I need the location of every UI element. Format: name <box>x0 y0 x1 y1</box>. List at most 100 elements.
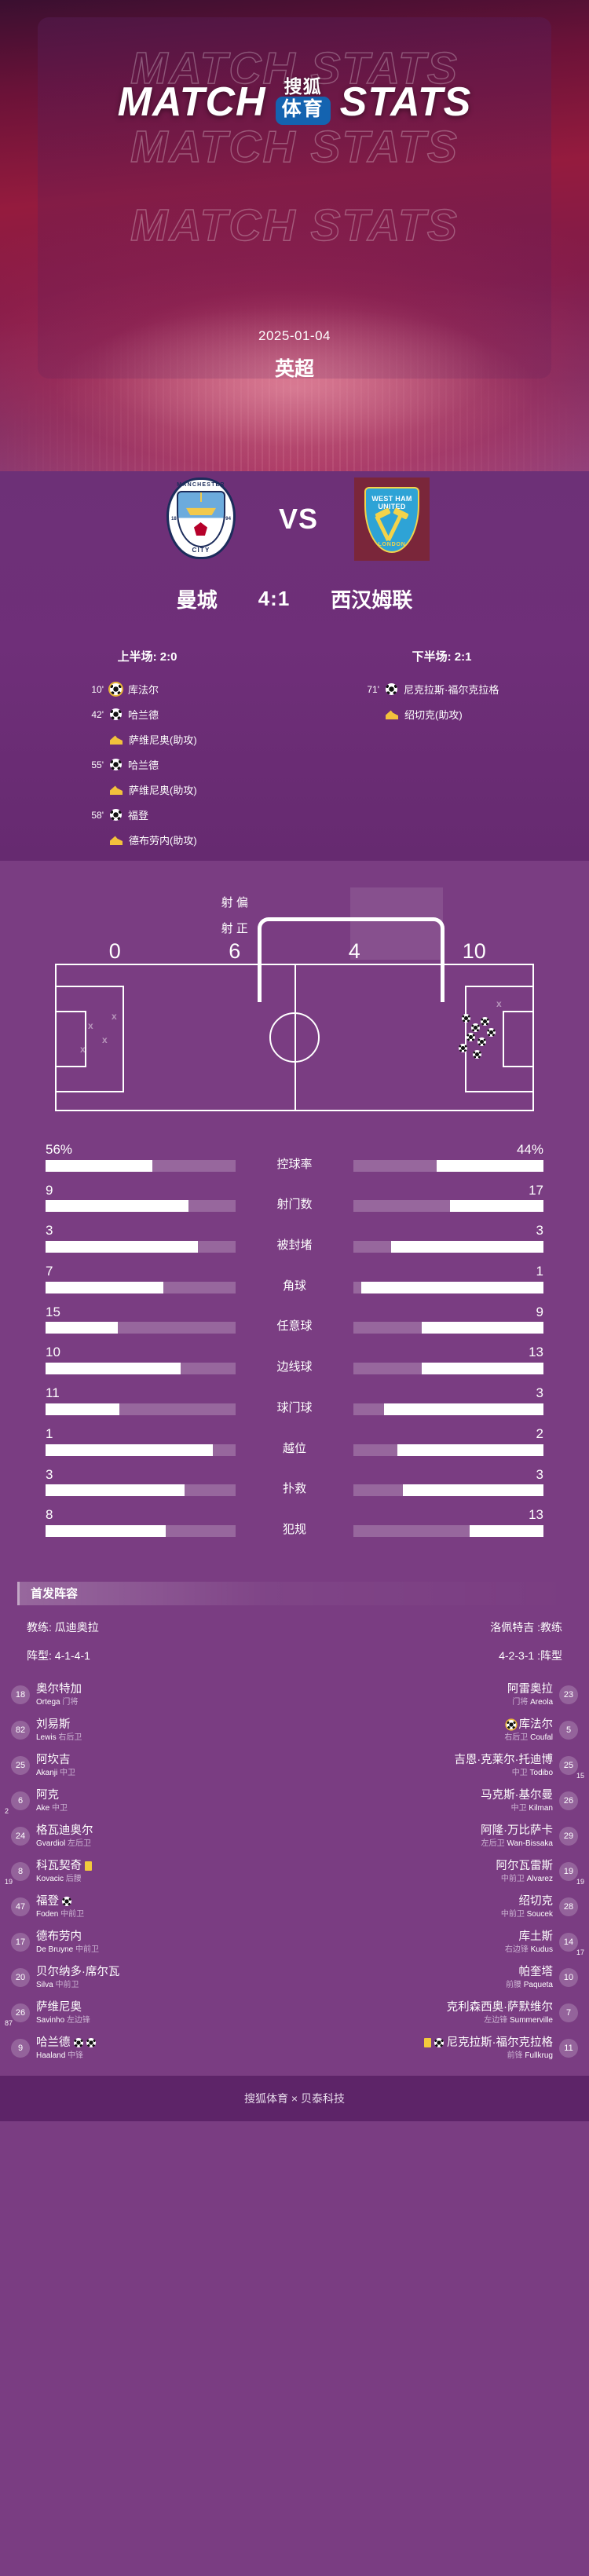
away-player-cell[interactable]: 库土斯 右边锋 Kudus 14 17 <box>294 1930 584 1956</box>
player-name-text: 吉恩·克莱尔·托迪博 <box>454 1754 553 1767</box>
home-player-cell[interactable]: 6 阿克 Ake 中卫 2 <box>5 1789 294 1815</box>
stat-away-track <box>353 1403 543 1415</box>
player-name-en: Savinho <box>36 2015 65 2025</box>
stat-away-track <box>353 1363 543 1375</box>
player-name-en: Wan-Bissaka <box>507 1839 553 1848</box>
footer-text: 搜狐体育 × 贝泰科技 <box>244 2091 345 2105</box>
stat-away-value: 44% <box>516 1142 543 1157</box>
player-name-en: De Bruyne <box>36 1945 74 1954</box>
away-player-cell[interactable]: 阿隆·万比萨卡 左后卫 Wan-Bissaka 29 <box>294 1824 578 1849</box>
player-name-text: 库土斯 <box>518 1930 554 1944</box>
home-player-cell[interactable]: 82 刘易斯 Lewis 右后卫 <box>11 1718 294 1743</box>
home-player-cell[interactable]: 25 阿坎吉 Akanji 中卫 <box>11 1754 294 1778</box>
substitution-number: 19 <box>576 1877 584 1886</box>
player-info: 马克斯·基尔曼 中卫 Kilman <box>481 1789 553 1813</box>
sohu-logo-box-text: 体育 <box>275 97 331 125</box>
home-formation: 阵型: 4-1-4-1 <box>27 1648 90 1662</box>
home-player-cell[interactable]: 47 福登 Foden 中前卫 <box>11 1895 294 1919</box>
lineup-row: 47 福登 Foden 中前卫 绍切克 中前卫 Soucek 28 <box>11 1890 578 1925</box>
stat-away-fill <box>450 1200 543 1213</box>
player-name-cn: 格瓦迪奥尔 <box>36 1824 93 1838</box>
goal-event: 58' 福登 <box>85 807 294 822</box>
stat-away-value: 17 <box>529 1182 543 1198</box>
shots-section: 射 偏 射 正 0 6 4 10 x <box>0 861 589 1111</box>
home-player-cell[interactable]: 26 萨维尼奥 Savinho 左边锋 87 <box>5 2001 294 2027</box>
home-team-name: 曼城 <box>176 588 218 612</box>
stat-home-fill <box>46 1241 198 1253</box>
whu-crest-city: LONDON <box>378 542 406 547</box>
stat-home-value: 8 <box>46 1507 53 1523</box>
stat-home-side: 7 <box>46 1264 236 1293</box>
stat-away-value: 13 <box>529 1345 543 1360</box>
mci-crest-top-text: MANCHESTER <box>177 482 225 488</box>
footer-bar: 搜狐体育 × 贝泰科技 <box>0 2075 589 2121</box>
on-target-bracket <box>258 917 444 1002</box>
event-minute: 10' <box>91 683 104 695</box>
away-player-cell[interactable]: 库法尔 右后卫 Coufal 5 <box>294 1718 578 1743</box>
away-player-cell[interactable]: 阿雷奥拉 门将 Areola 23 <box>294 1683 578 1707</box>
shot-marker-ball <box>466 1033 475 1041</box>
away-player-cell[interactable]: 阿尔瓦雷斯 中前卫 Alvarez 19 19 <box>294 1860 585 1886</box>
player-meta: Foden 中前卫 <box>36 1909 84 1919</box>
boot-assist-icon <box>110 735 123 745</box>
substitution-number: 87 <box>5 2018 13 2027</box>
stat-away-side: 44% <box>353 1142 543 1172</box>
stat-home-track <box>46 1484 236 1497</box>
player-info: 哈兰德 Haaland 中锋 <box>36 2036 96 2061</box>
stat-home-side: 10 <box>46 1345 236 1375</box>
player-position: 中卫 <box>510 1803 527 1813</box>
stat-away-value: 9 <box>536 1304 543 1319</box>
player-shirt-number: 25 <box>11 1756 30 1776</box>
away-player-cell[interactable]: 绍切克 中前卫 Soucek 28 <box>294 1895 578 1919</box>
stat-away-side: 3 <box>353 1224 543 1253</box>
shots-label-off-left: 射 偏 <box>221 896 248 909</box>
assist-event: 德布劳内(助攻) <box>85 832 294 847</box>
home-player-cell[interactable]: 24 格瓦迪奥尔 Gvardiol 左后卫 <box>11 1824 294 1849</box>
event-player-name: 哈兰德 <box>128 709 159 721</box>
goal-events-section: 上半场: 2:0 10' 库法尔 42' 哈兰德 萨维尼奥(助攻) 55' 哈兰德 萨维尼奥(… <box>0 648 589 858</box>
stat-home-track <box>46 1281 236 1293</box>
home-player-cell[interactable]: 20 贝尔纳多·席尔瓦 Silva 中前卫 <box>11 1966 294 1990</box>
event-minute: 58' <box>91 809 104 821</box>
player-name-cn: 德布劳内 <box>36 1930 99 1944</box>
home-player-cell[interactable]: 9 哈兰德 Haaland 中锋 <box>11 2036 294 2061</box>
player-shirt-number: 24 <box>11 1827 30 1846</box>
stat-label: 扑救 <box>282 1482 306 1496</box>
stat-home-fill <box>46 1484 185 1497</box>
stat-home-fill <box>46 1403 120 1415</box>
assist-event: 绍切克(助攻) <box>360 707 589 722</box>
away-player-cell[interactable]: 马克斯·基尔曼 中卫 Kilman 26 <box>294 1789 578 1813</box>
away-player-cell[interactable]: 尼克拉斯·福尔克拉格 前锋 Fullkrug 11 <box>294 2036 578 2061</box>
away-player-cell[interactable]: 吉恩·克莱尔·托迪博 中卫 Todibo 25 15 <box>294 1754 584 1780</box>
stats-comparison-section: 56% 控球率 44% 9 射门数 17 3 被封堵 3 7 角球 1 15 任意球 9 10 边线球 13 11 球… <box>0 1111 589 1569</box>
player-shirt-number: 14 <box>559 1933 578 1952</box>
banner-title-box: MATCH STATS MATCH STATS MATCH STATS MATC… <box>38 17 551 379</box>
player-info: 阿尔瓦雷斯 中前卫 Alvarez <box>496 1860 554 1884</box>
mci-crest-bottom-text: CITY <box>192 547 210 554</box>
away-team-name: 西汉姆联 <box>331 588 413 612</box>
away-player-cell[interactable]: 帕奎塔 前腰 Paqueta 10 <box>294 1966 578 1990</box>
player-meta: De Bruyne 中前卫 <box>36 1945 99 1955</box>
away-shots-off-target: 10 <box>462 939 486 963</box>
player-name-text: 尼克拉斯·福尔克拉格 <box>446 2036 553 2050</box>
player-info: 帕奎塔 前腰 Paqueta <box>506 1966 553 1990</box>
home-player-cell[interactable]: 18 奥尔特加 Ortega 门将 <box>11 1683 294 1707</box>
stat-away-track <box>353 1281 543 1293</box>
player-name-cn: 萨维尼奥 <box>36 2001 90 2014</box>
player-name-text: 德布劳内 <box>36 1930 82 1944</box>
home-coach: 教练: 瓜迪奥拉 <box>27 1620 99 1634</box>
player-name-en: Coufal <box>530 1733 553 1742</box>
player-meta: Haaland 中锋 <box>36 2051 96 2061</box>
home-player-cell[interactable]: 17 德布劳内 De Bruyne 中前卫 <box>11 1930 294 1955</box>
away-formation: 4-2-3-1 :阵型 <box>499 1648 562 1662</box>
event-player-name: 福登 <box>128 810 149 821</box>
sohu-logo-top-text: 搜狐 <box>284 76 322 97</box>
player-shirt-number: 17 <box>11 1933 30 1952</box>
stat-away-track <box>353 1241 543 1253</box>
away-player-cell[interactable]: 克利森西奥·萨默维尔 左边锋 Summerville 7 <box>294 2001 578 2025</box>
lineup-row: 6 阿克 Ake 中卫 2 马克斯·基尔曼 中卫 Kilman 26 <box>5 1784 578 1819</box>
home-player-cell[interactable]: 8 科瓦契奇 Kovacic 后腰 19 <box>5 1860 294 1886</box>
stat-away-track <box>353 1322 543 1334</box>
banner-glow-decoration <box>51 306 538 471</box>
stat-away-fill <box>391 1241 543 1253</box>
